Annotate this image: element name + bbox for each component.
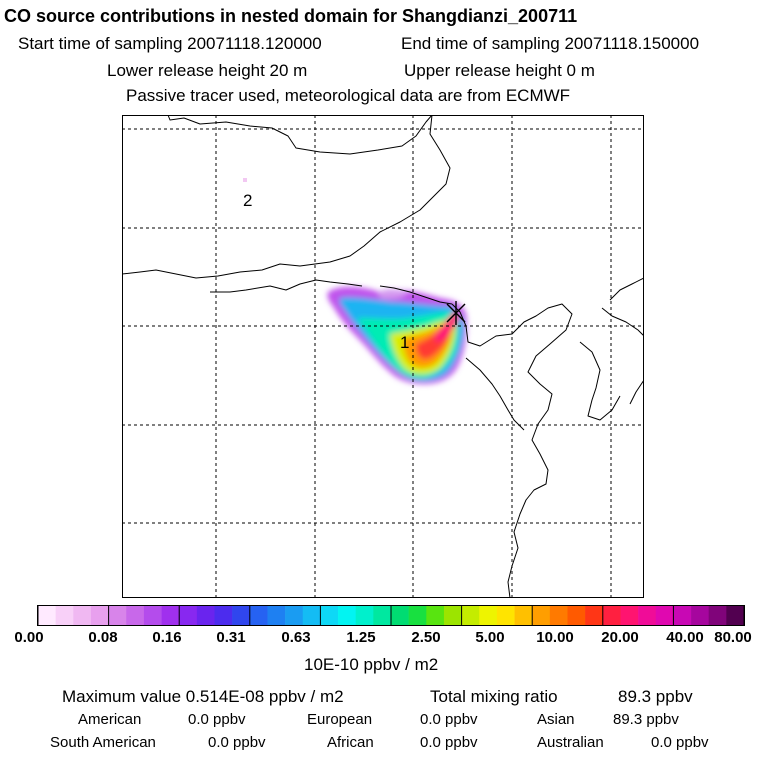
colorbar-tick-label: 0.31 [216,629,246,646]
plume-speck [243,178,247,182]
upper-release-label: Upper release height 0 m [404,61,595,80]
start-time-label: Start time of sampling 20071118.120000 [18,34,322,53]
colorbar-unit: 10E-10 ppbv / m2 [304,655,439,674]
australian-value: 0.0 ppbv [651,734,709,751]
colorbar-tick-label: 20.00 [601,629,639,646]
colorbar-swatch [338,606,356,625]
colorbar-swatch [55,606,74,625]
colorbar-tick-label: 0.08 [88,629,118,646]
colorbar-swatch [426,606,445,625]
colorbar-swatch [90,606,109,625]
plot-title: CO source contributions in nested domain… [4,6,578,26]
end-time-label: End time of sampling 20071118.150000 [401,34,700,53]
colorbar-swatch [461,606,480,625]
map-area [122,115,644,598]
colorbar-tick-label: 0.16 [152,629,182,646]
colorbar-swatch [373,606,392,625]
colorbar-tick-label: 0.00 [14,629,44,646]
colorbar-swatch [196,606,215,625]
colorbar-tick-label: 40.00 [666,629,704,646]
colorbar-swatch [655,606,674,625]
american-label: American [78,711,142,728]
concentration-plume [327,286,467,384]
colorbar-tick-label: 2.50 [411,629,441,646]
tracer-note: Passive tracer used, meteorological data… [126,86,571,105]
colorbar-swatch [108,606,127,625]
colorbar-swatch [179,606,198,625]
grid-lines [122,115,644,598]
colorbar-swatch [214,606,233,625]
colorbar-tick-label: 0.63 [281,629,311,646]
colorbar-swatch [567,606,586,625]
colorbar-swatch [355,606,374,625]
marker-label-2: 2 [243,191,252,210]
colorbar-swatch [673,606,692,625]
colorbar [37,606,745,625]
colorbar-swatch [549,606,568,625]
australian-label: Australian [537,734,604,751]
colorbar-tick-label: 1.25 [346,629,376,646]
european-value: 0.0 ppbv [420,711,478,728]
colorbar-swatch [302,606,321,625]
south-american-value: 0.0 ppbv [208,734,266,751]
colorbar-swatch [126,606,145,625]
african-label: African [327,734,374,751]
south-american-label: South American [50,734,156,751]
colorbar-swatch [691,606,709,625]
lower-release-label: Lower release height 20 m [107,61,308,80]
colorbar-swatch [708,606,727,625]
total-mixing-value: 89.3 ppbv [618,687,693,706]
colorbar-swatch [285,606,304,625]
colorbar-tick-label: 10.00 [536,629,574,646]
colorbar-swatch [161,606,180,625]
total-mixing-label: Total mixing ratio [430,687,558,706]
colorbar-swatch [479,606,498,625]
colorbar-frame [37,605,745,626]
colorbar-swatch [391,606,409,625]
colorbar-swatch [532,606,551,625]
marker-label-1: 1 [400,333,409,352]
colorbar-swatch [408,606,427,625]
colorbar-swatch [232,606,251,625]
african-value: 0.0 ppbv [420,734,478,751]
colorbar-swatch [38,606,56,625]
colorbar-swatch [73,606,92,625]
country-borders [122,115,644,598]
colorbar-swatch [620,606,639,625]
maximum-value: Maximum value 0.514E-08 ppbv / m2 [62,687,344,706]
station-marker [446,301,466,325]
colorbar-tick-label: 80.00 [714,629,752,646]
asian-value: 89.3 ppbv [613,711,679,728]
colorbar-swatch [249,606,268,625]
colorbar-swatch [514,606,533,625]
colorbar-swatch [496,606,515,625]
colorbar-swatch [602,606,621,625]
asian-label: Asian [537,711,575,728]
colorbar-swatch [320,606,339,625]
colorbar-swatch [267,606,286,625]
european-label: European [307,711,373,728]
map-frame [122,115,644,598]
colorbar-swatch [726,606,745,625]
colorbar-swatch [143,606,162,625]
american-value: 0.0 ppbv [188,711,246,728]
colorbar-tick-label: 5.00 [475,629,505,646]
colorbar-swatch [585,606,604,625]
colorbar-swatch [638,606,657,625]
colorbar-swatch [443,606,462,625]
